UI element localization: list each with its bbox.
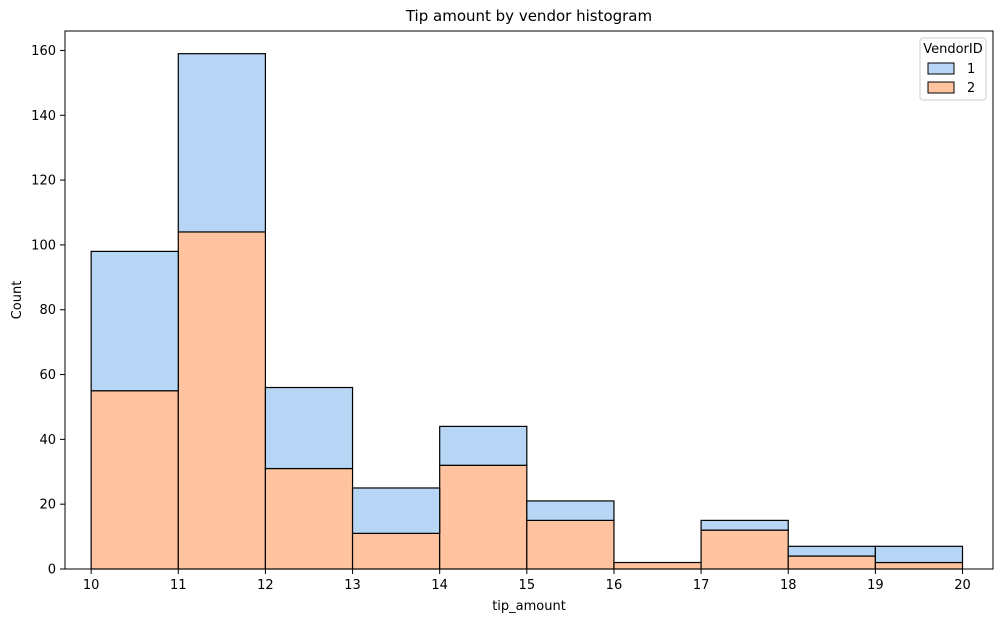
x-tick-label: 20 [954, 578, 971, 593]
y-tick-label: 100 [31, 238, 56, 253]
x-tick-label: 17 [693, 578, 710, 593]
x-tick-label: 12 [257, 578, 274, 593]
bar-vendor-1-bin-9 [874, 545, 964, 564]
bar-vendor-1-bin-3 [351, 487, 441, 534]
bar-vendor-1-bin-2 [264, 386, 354, 470]
bar-vendor-2-bin-2 [264, 467, 354, 570]
x-axis-label: tip_amount [492, 599, 566, 614]
x-tick-label: 11 [170, 578, 187, 593]
x-tick-label: 13 [344, 578, 361, 593]
legend-items: 12 [927, 62, 975, 96]
bar-vendor-2-bin-3 [351, 532, 441, 570]
bars-group [90, 53, 964, 570]
y-axis-ticks: 0 20 40 60 80 100 120 140 160 [31, 44, 65, 578]
bar-vendor-2-bin-7 [700, 529, 789, 570]
legend-swatch-1 [927, 62, 955, 75]
bar-vendor-1-bin-5 [526, 500, 615, 521]
legend-label-1: 1 [967, 62, 975, 77]
x-tick-label: 16 [606, 578, 623, 593]
y-tick-label: 60 [39, 368, 56, 383]
legend-swatch-2 [927, 81, 955, 94]
legend-title: VendorID [923, 42, 983, 57]
bar-vendor-2-bin-0 [90, 390, 179, 570]
x-tick-label: 15 [519, 578, 536, 593]
bar-vendor-1-bin-0 [90, 250, 179, 392]
y-tick-label: 0 [48, 563, 56, 578]
x-tick-label: 18 [780, 578, 797, 593]
bar-vendor-2-bin-1 [177, 231, 267, 570]
bar-vendor-1-bin-7 [700, 519, 789, 531]
x-axis-ticks: 10 11 12 13 14 15 16 17 18 19 20 [83, 569, 971, 593]
axes-frame [64, 30, 994, 570]
y-tick-label: 140 [31, 109, 56, 124]
y-axis-label: Count [10, 281, 25, 320]
bar-vendor-1-bin-8 [787, 545, 876, 557]
bar-vendor-2-bin-4 [439, 464, 528, 570]
bar-vendor-2-bin-6 [613, 561, 702, 570]
y-tick-label: 80 [39, 303, 56, 318]
legend-label-2: 2 [967, 81, 975, 96]
bar-vendor-2-bin-9 [874, 561, 964, 570]
bar-vendor-1-bin-4 [439, 425, 528, 466]
legend: VendorID 12 [919, 37, 987, 101]
bar-vendor-1-bin-1 [177, 53, 267, 233]
bar-vendor-2-bin-5 [526, 519, 615, 570]
bar-vendor-2-bin-8 [787, 555, 876, 570]
chart-title: Tip amount by vendor histogram [405, 7, 652, 25]
y-tick-label: 40 [39, 433, 56, 448]
y-tick-label: 160 [31, 44, 56, 59]
x-tick-label: 10 [83, 578, 100, 593]
y-tick-label: 20 [39, 498, 56, 513]
y-tick-label: 120 [31, 174, 56, 189]
x-tick-label: 14 [431, 578, 448, 593]
x-tick-label: 19 [867, 578, 884, 593]
